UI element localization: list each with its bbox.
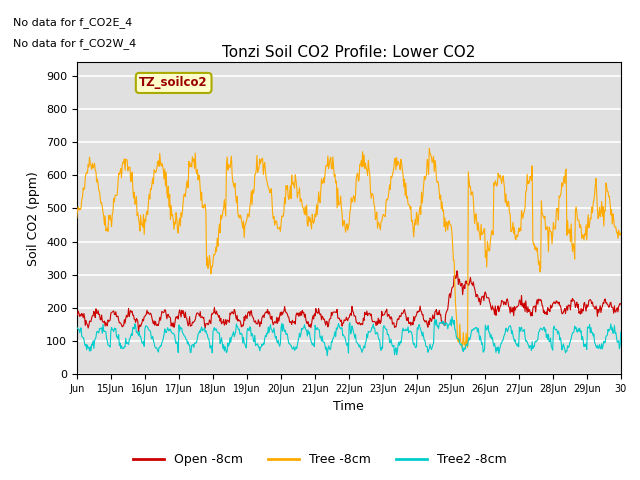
Open -8cm (138, 322, 145, 327)
Title: Tonzi Soil CO2 Profile: Lower CO2: Tonzi Soil CO2 Profile: Lower CO2 (222, 45, 476, 60)
X-axis label: Time: Time (333, 400, 364, 413)
Tree2 -8cm (436, 320, 444, 325)
Tree -8cm (137, 213, 145, 218)
Tree2 -8cm (617, 329, 625, 335)
Open -8cm (264, 311, 272, 317)
Tree -8cm (73, 216, 81, 221)
Tree2 -8cm (137, 334, 145, 339)
Tree2 -8cm (448, 314, 456, 320)
Tree -8cm (426, 145, 433, 151)
Tree2 -8cm (284, 337, 292, 343)
Tree2 -8cm (73, 324, 81, 330)
Y-axis label: Soil CO2 (ppm): Soil CO2 (ppm) (28, 171, 40, 266)
Open -8cm (285, 314, 292, 320)
Text: No data for f_CO2W_4: No data for f_CO2W_4 (13, 38, 136, 49)
Legend: Open -8cm, Tree -8cm, Tree2 -8cm: Open -8cm, Tree -8cm, Tree2 -8cm (128, 448, 512, 471)
Tree -8cm (264, 182, 271, 188)
Open -8cm (134, 328, 142, 334)
Line: Tree2 -8cm: Tree2 -8cm (77, 317, 621, 356)
Tree -8cm (436, 196, 444, 202)
Open -8cm (617, 301, 625, 307)
Open -8cm (436, 312, 444, 318)
Open -8cm (73, 312, 81, 318)
Line: Open -8cm: Open -8cm (77, 271, 621, 331)
Open -8cm (406, 321, 413, 326)
Tree -8cm (617, 230, 625, 236)
Text: TZ_soilco2: TZ_soilco2 (140, 76, 208, 89)
Open -8cm (237, 324, 245, 330)
Line: Tree -8cm: Tree -8cm (77, 148, 621, 348)
Tree2 -8cm (237, 331, 244, 337)
Tree -8cm (458, 345, 466, 351)
Tree2 -8cm (406, 328, 413, 334)
Tree -8cm (405, 202, 413, 208)
Text: No data for f_CO2E_4: No data for f_CO2E_4 (13, 17, 132, 28)
Open -8cm (453, 268, 461, 274)
Tree -8cm (237, 212, 244, 218)
Tree2 -8cm (264, 331, 271, 337)
Tree -8cm (284, 193, 292, 199)
Tree2 -8cm (323, 353, 331, 359)
